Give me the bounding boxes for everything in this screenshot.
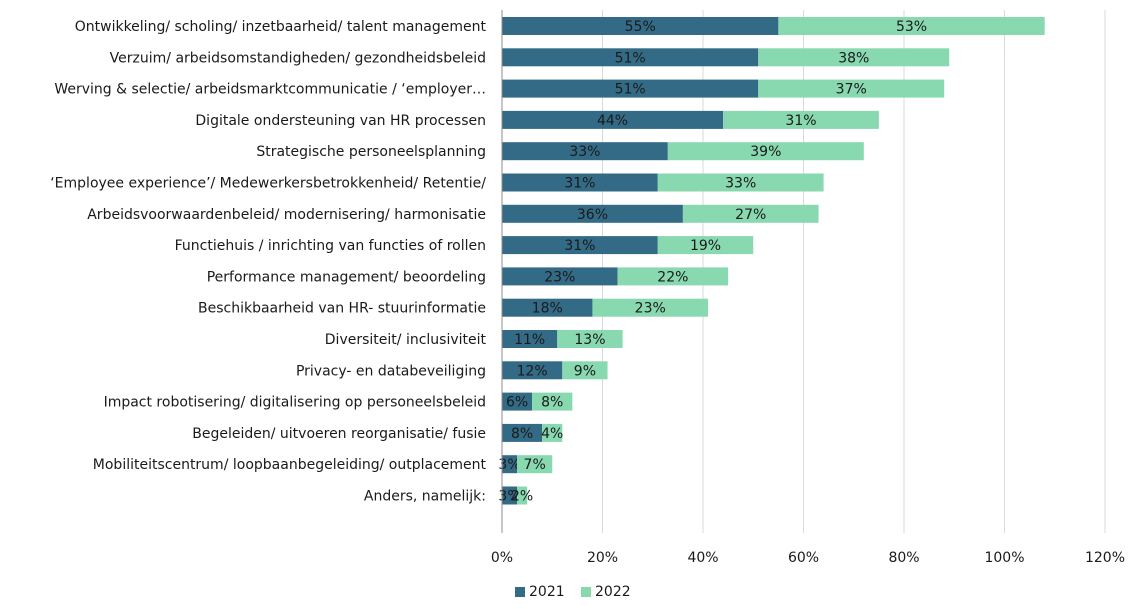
bar-2021-15 <box>502 486 518 505</box>
category-label: Digitale ondersteuning van HR processen <box>195 113 486 129</box>
bar-2021-2 <box>502 79 759 98</box>
category-label: Anders, namelijk: <box>364 489 486 505</box>
category-labels: Ontwikkeling/ scholing/ inzetbaarheid/ t… <box>50 19 486 505</box>
bar-2021-5 <box>502 173 658 192</box>
bar-2021-14 <box>502 455 518 474</box>
bar-2021-6 <box>502 204 683 223</box>
bar-2021-1 <box>502 48 759 67</box>
data-label-2021-1: 51% <box>615 50 646 66</box>
bar-2021-3 <box>502 110 724 129</box>
x-tick-labels: 0% 20% 40% 60% 80% 100% 120% <box>491 550 1125 566</box>
bar-2022-2 <box>758 79 945 98</box>
x-tick-label: 120% <box>1085 550 1125 566</box>
data-label-2022-11: 9% <box>574 363 596 379</box>
legend-label-2022: 2022 <box>595 584 631 600</box>
bar-2022-15 <box>517 486 528 505</box>
data-label-2022-10: 13% <box>574 332 605 348</box>
category-label: Privacy- en databeveiliging <box>296 363 486 379</box>
legend-swatch-2021 <box>515 587 525 597</box>
data-label-2021-2: 51% <box>615 82 646 98</box>
category-label: Arbeidsvoorwaardenbeleid/ modernisering/… <box>87 207 486 223</box>
category-label: Functiehuis / inrichting van functies of… <box>175 238 486 254</box>
category-label: Beschikbaarheid van HR- stuurinformatie <box>198 301 486 317</box>
data-label-2021-6: 36% <box>577 207 608 223</box>
x-tick-label: 40% <box>687 550 718 566</box>
bars: 55% 53%51% 38%51% 37%44% 31%33% 39%31% 33%36% 2… <box>498 17 1045 505</box>
bar-2022-7 <box>657 236 754 255</box>
legend-swatch-2022 <box>581 587 591 597</box>
bar-2022-6 <box>682 204 819 223</box>
bar-2022-10 <box>557 330 623 348</box>
data-label-2021-15: 3% <box>498 489 520 505</box>
x-tick-label: 100% <box>984 550 1024 566</box>
category-label: Werving & selectie/ arbeidsmarktcommunic… <box>54 82 486 98</box>
x-tick-label: 80% <box>888 550 919 566</box>
data-label-2021-11: 12% <box>517 363 548 379</box>
data-label-2022-12: 8% <box>541 395 563 411</box>
data-label-2021-9: 18% <box>532 301 563 317</box>
category-label: Strategische personeelsplanning <box>256 144 486 160</box>
bar-2022-1 <box>758 48 950 67</box>
bar-2022-12 <box>532 392 573 411</box>
bar-2022-4 <box>667 142 864 161</box>
x-tick-label: 20% <box>587 550 618 566</box>
category-label: ‘Employee experience’/ Medewerkersbetrok… <box>50 176 486 192</box>
bar-2021-12 <box>502 392 533 411</box>
data-label-2021-3: 44% <box>597 113 628 129</box>
category-label: Begeleiden/ uitvoeren reorganisatie/ fus… <box>192 426 486 442</box>
bar-2022-11 <box>562 361 608 380</box>
category-label: Impact robotisering/ digitalisering op p… <box>104 395 486 411</box>
category-label: Performance management/ beoordeling <box>207 269 486 285</box>
data-label-2022-7: 19% <box>690 238 721 254</box>
category-label: Mobiliteitscentrum/ loopbaanbegeleiding/… <box>93 457 487 473</box>
data-label-2021-12: 6% <box>506 395 528 411</box>
bar-2021-4 <box>502 142 668 161</box>
data-label-2021-8: 23% <box>544 269 575 285</box>
data-label-2021-14: 3% <box>498 457 520 473</box>
data-label-2022-9: 23% <box>635 301 666 317</box>
bar-2022-5 <box>657 173 824 192</box>
data-label-2021-10: 11% <box>514 332 545 348</box>
data-label-2022-6: 27% <box>735 207 766 223</box>
bar-2021-11 <box>502 361 563 380</box>
bar-2022-0 <box>778 17 1045 35</box>
data-label-2022-0: 53% <box>896 19 927 35</box>
bar-2021-13 <box>502 423 543 442</box>
category-label: Diversiteit/ inclusiviteit <box>325 332 487 348</box>
bar-2021-8 <box>502 267 618 286</box>
category-label: Verzuim/ arbeidsomstandigheden/ gezondhe… <box>110 50 486 66</box>
bar-2021-9 <box>502 298 593 317</box>
data-label-2022-4: 39% <box>750 144 781 160</box>
category-label: Ontwikkeling/ scholing/ inzetbaarheid/ t… <box>75 19 487 35</box>
x-tick-label: 0% <box>491 550 513 566</box>
legend-label-2021: 2021 <box>529 584 565 600</box>
x-tick-label: 60% <box>788 550 819 566</box>
data-label-2021-5: 31% <box>564 176 595 192</box>
bar-2021-10 <box>502 330 558 348</box>
data-label-2022-3: 31% <box>785 113 816 129</box>
legend: 2021 2022 <box>515 584 631 600</box>
bar-2022-3 <box>723 110 879 129</box>
data-label-2022-15: 2% <box>511 489 533 505</box>
bar-2022-14 <box>517 455 553 474</box>
data-label-2022-14: 7% <box>524 457 546 473</box>
data-label-2022-2: 37% <box>836 82 867 98</box>
data-label-2021-13: 8% <box>511 426 533 442</box>
bar-2022-13 <box>542 423 563 442</box>
data-label-2021-0: 55% <box>625 19 656 35</box>
bar-2021-0 <box>502 17 779 35</box>
data-label-2022-13: 4% <box>541 426 563 442</box>
bar-2021-7 <box>502 236 658 255</box>
bar-2022-8 <box>617 267 729 286</box>
bar-2022-9 <box>592 298 709 317</box>
data-label-2022-8: 22% <box>657 269 688 285</box>
data-label-2022-5: 33% <box>725 176 756 192</box>
data-label-2021-4: 33% <box>569 144 600 160</box>
data-label-2021-7: 31% <box>564 238 595 254</box>
data-label-2022-1: 38% <box>838 50 869 66</box>
